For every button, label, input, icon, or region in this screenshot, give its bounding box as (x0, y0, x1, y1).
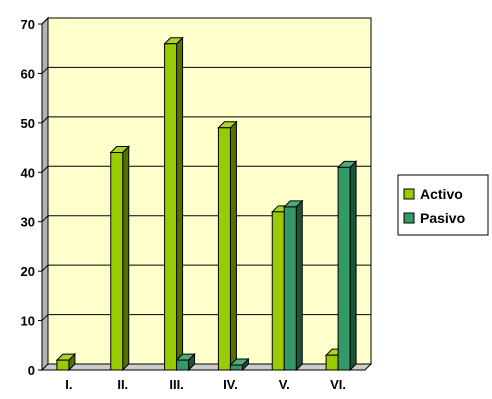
y-tick-label: 50 (21, 116, 35, 131)
gridline-side (41, 314, 49, 321)
bar-activo (109, 145, 130, 372)
bar-activo (163, 36, 184, 372)
x-tick-label: VI. (330, 377, 346, 392)
legend-swatch (403, 212, 415, 224)
bar-pasivo (283, 199, 304, 372)
y-tick-label: 70 (21, 17, 35, 32)
y-tick-label: 20 (21, 264, 35, 279)
x-tick-label: I. (65, 377, 72, 392)
y-tick-label: 10 (21, 314, 35, 329)
plot-floor (40, 363, 373, 371)
gridline-side (41, 264, 49, 272)
gridline-side (41, 165, 49, 173)
y-tick-label: 40 (21, 165, 35, 180)
y-tick-label: 30 (21, 215, 35, 230)
gridline-side (41, 116, 49, 124)
legend-label: Pasivo (420, 210, 465, 226)
gridline-side (41, 215, 49, 223)
x-tick-label: II. (117, 377, 128, 392)
gridline-side (41, 67, 49, 74)
legend-box (397, 174, 489, 236)
gridline-layer (41, 17, 371, 321)
legend-label: Activo (420, 186, 463, 202)
y-tick-label: 60 (21, 66, 35, 81)
wall-layer (40, 16, 373, 372)
legend-swatch (403, 188, 415, 200)
y-tick-label: 0 (28, 363, 35, 378)
bar-pasivo (336, 160, 358, 372)
x-tick-label: IV. (223, 377, 238, 392)
plot-back-wall (47, 17, 372, 365)
x-tick-label: V. (279, 377, 290, 392)
axis-layer: 0 10 20 30 40 50 60 70 I. II. III. IV. V. VI. (21, 17, 365, 392)
bar-activo (217, 120, 238, 372)
gridline-side (41, 17, 49, 25)
x-tick-label: III. (169, 377, 183, 392)
legend: Activo Pasivo (397, 174, 489, 236)
